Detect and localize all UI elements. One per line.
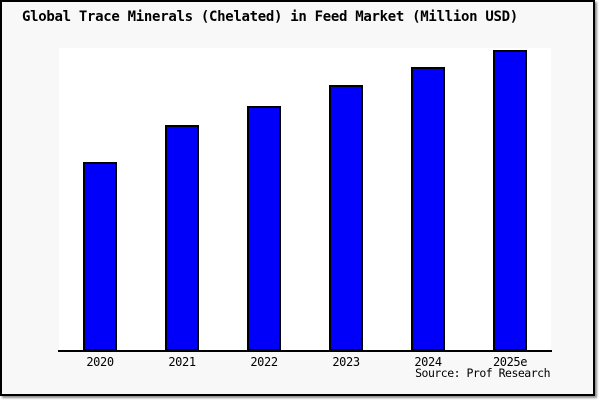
bar-2023 <box>329 85 363 351</box>
plot-area <box>59 48 551 351</box>
x-tick-label-2024: 2024 <box>414 355 442 369</box>
x-axis-line <box>58 350 552 352</box>
bar-2024 <box>411 67 445 351</box>
bar-2020 <box>83 162 117 351</box>
chart-title: Global Trace Minerals (Chelated) in Feed… <box>22 9 518 25</box>
x-tick-label-2020: 2020 <box>86 355 114 369</box>
bar-2021 <box>165 125 199 351</box>
x-tick-label-2025e: 2025e <box>492 355 528 369</box>
bar-2025e <box>493 50 527 351</box>
x-tick-label-2021: 2021 <box>168 355 196 369</box>
x-tick-label-2023: 2023 <box>332 355 360 369</box>
x-tick-label-2022: 2022 <box>250 355 278 369</box>
source-note: Source: Prof Research <box>415 366 550 380</box>
bar-2022 <box>247 106 281 351</box>
